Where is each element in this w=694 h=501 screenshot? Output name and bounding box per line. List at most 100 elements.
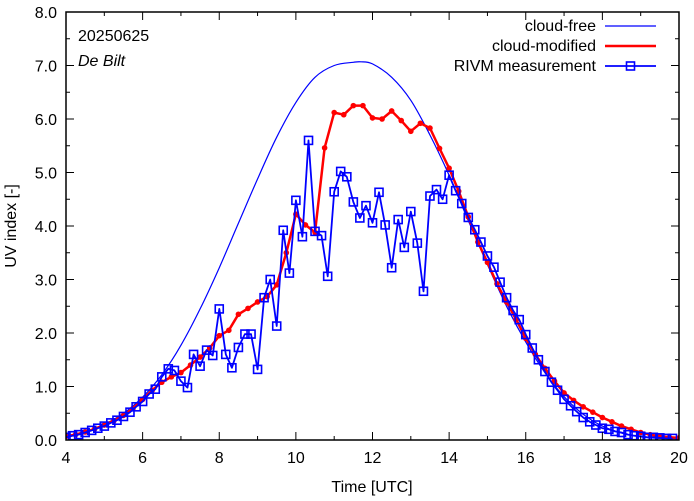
- point-cloud-modified: [216, 332, 223, 339]
- point-cloud-modified: [369, 115, 376, 121]
- point-rivm-measurement: [284, 268, 295, 278]
- point-rivm-measurement: [220, 349, 231, 360]
- x-tick-label: 8: [215, 450, 224, 467]
- point-rivm-measurement: [425, 191, 435, 201]
- y-axis-label: UV index [-]: [3, 184, 20, 268]
- point-rivm-measurement: [278, 225, 289, 236]
- point-rivm-measurement: [265, 274, 276, 285]
- point-rivm-measurement: [106, 418, 116, 428]
- point-rivm-measurement: [399, 242, 410, 253]
- x-axis-label: Time [UTC]: [331, 479, 412, 496]
- point-rivm-measurement: [297, 231, 308, 242]
- point-rivm-measurement: [66, 432, 71, 440]
- point-rivm-measurement: [163, 364, 174, 374]
- legend-marker-rivm-measurement: [625, 61, 636, 71]
- point-rivm-measurement: [259, 292, 269, 303]
- point-rivm-measurement: [406, 206, 416, 217]
- point-rivm-measurement: [207, 350, 218, 361]
- point-cloud-modified: [618, 423, 625, 429]
- point-cloud-modified: [340, 111, 347, 118]
- point-rivm-measurement: [86, 425, 97, 436]
- point-rivm-measurement: [125, 407, 135, 417]
- x-tick-label: 16: [517, 450, 535, 467]
- y-tick-label: 8.0: [35, 5, 57, 22]
- point-rivm-measurement: [316, 230, 327, 241]
- point-rivm-measurement: [559, 394, 569, 405]
- point-rivm-measurement: [380, 220, 390, 230]
- point-rivm-measurement: [188, 349, 199, 360]
- point-rivm-measurement: [342, 171, 352, 182]
- point-rivm-measurement: [450, 185, 461, 196]
- point-rivm-measurement: [348, 197, 359, 207]
- point-rivm-measurement: [233, 342, 244, 353]
- point-cloud-modified: [254, 299, 261, 305]
- legend: cloud-free cloud-modified RIVM measureme…: [454, 18, 656, 75]
- point-cloud-modified: [321, 145, 328, 151]
- point-rivm-measurement: [482, 251, 493, 261]
- point-rivm-measurement: [92, 423, 103, 434]
- point-rivm-measurement: [463, 212, 474, 223]
- point-rivm-measurement: [418, 286, 429, 297]
- point-rivm-measurement: [648, 432, 659, 440]
- point-rivm-measurement: [437, 194, 448, 205]
- legend-label-rivm-measurement: RIVM measurement: [454, 58, 597, 75]
- point-rivm-measurement: [533, 354, 544, 365]
- point-cloud-modified: [484, 259, 491, 266]
- y-tick-label: 0.0: [35, 433, 57, 450]
- point-rivm-measurement: [156, 372, 167, 382]
- point-rivm-measurement: [150, 384, 161, 394]
- point-cloud-modified: [312, 229, 318, 236]
- point-rivm-measurement: [527, 343, 538, 353]
- legend-label-cloud-free: cloud-free: [525, 18, 596, 35]
- x-tick-label: 14: [440, 450, 458, 467]
- x-tick-label: 4: [62, 450, 71, 467]
- point-rivm-measurement: [623, 429, 633, 440]
- ticks: 4 6 8 10 12 14 16 18 20 0.0 1.0 2.0 3.0 4.0 5.0 6.0 7.0 8…: [35, 5, 688, 467]
- point-rivm-measurement: [329, 186, 339, 197]
- point-cloud-modified: [178, 369, 184, 376]
- point-cloud-modified: [245, 305, 251, 312]
- point-cloud-modified: [427, 125, 433, 131]
- point-cloud-modified: [599, 414, 606, 421]
- point-rivm-measurement: [271, 321, 282, 331]
- point-rivm-measurement: [412, 238, 423, 248]
- point-rivm-measurement: [501, 292, 512, 303]
- point-rivm-measurement: [214, 304, 225, 314]
- y-tick-label: 7.0: [35, 59, 57, 76]
- point-cloud-modified: [388, 108, 395, 114]
- point-cloud-modified: [168, 374, 175, 380]
- point-rivm-measurement: [489, 262, 499, 272]
- point-rivm-measurement: [137, 396, 148, 407]
- x-tick-label: 10: [287, 450, 305, 467]
- point-rivm-measurement: [367, 217, 378, 228]
- point-rivm-measurement: [495, 277, 505, 287]
- point-rivm-measurement: [508, 305, 518, 316]
- point-rivm-measurement: [374, 187, 384, 198]
- point-rivm-measurement: [456, 198, 467, 209]
- point-cloud-modified: [589, 409, 596, 415]
- point-rivm-measurement: [322, 271, 333, 282]
- x-tick-label: 12: [364, 450, 382, 467]
- location-annotation: De Bilt: [78, 53, 126, 70]
- point-rivm-measurement: [201, 345, 212, 355]
- point-rivm-measurement: [571, 406, 582, 417]
- point-cloud-modified: [436, 145, 443, 152]
- point-cloud-modified: [350, 102, 357, 109]
- point-rivm-measurement: [176, 376, 186, 386]
- point-cloud-modified: [226, 327, 232, 334]
- point-rivm-measurement: [616, 427, 627, 438]
- point-rivm-measurement: [610, 426, 620, 437]
- point-rivm-measurement: [252, 364, 263, 375]
- point-cloud-modified: [408, 128, 414, 135]
- point-rivm-measurement: [635, 431, 646, 440]
- x-tick-label: 18: [593, 450, 611, 467]
- point-cloud-modified: [197, 354, 203, 360]
- point-rivm-measurement: [604, 424, 614, 435]
- x-tick-label: 6: [138, 450, 147, 467]
- point-cloud-modified: [360, 102, 366, 109]
- point-rivm-measurement: [303, 135, 314, 146]
- point-rivm-measurement: [182, 382, 193, 393]
- point-cloud-modified: [331, 109, 337, 116]
- point-rivm-measurement: [540, 366, 550, 377]
- point-rivm-measurement: [552, 385, 563, 396]
